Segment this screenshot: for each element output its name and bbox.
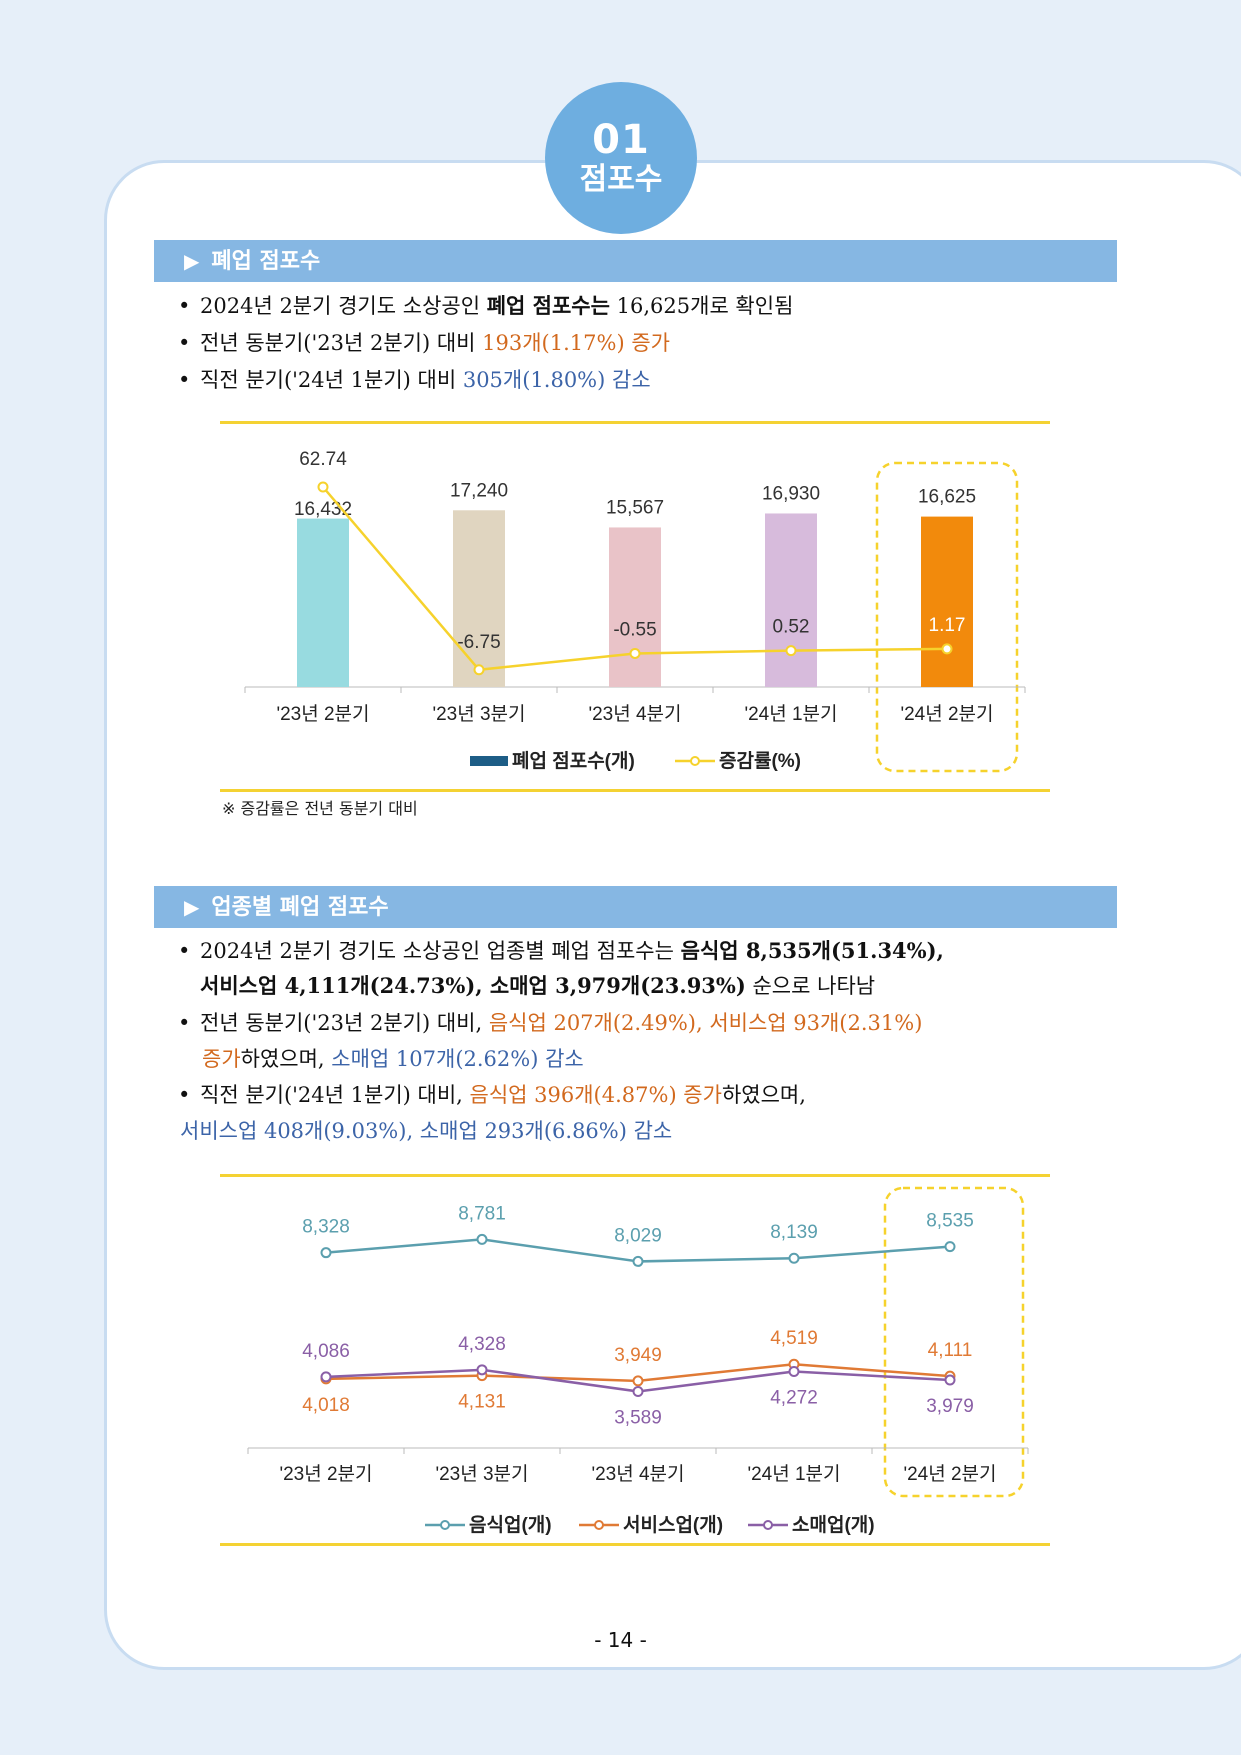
data-label: 8,781 <box>458 1203 506 1224</box>
legend-bar-swatch <box>470 756 508 766</box>
bar-value-label: 17,240 <box>450 480 508 501</box>
x-tick-label: '23년 2분기 <box>279 1463 372 1485</box>
highlight-box <box>875 461 1019 773</box>
section-badge: 01 점포수 <box>545 82 697 234</box>
legend-line-label: 증감률(%) <box>719 750 801 772</box>
bar-value-label: 16,625 <box>918 487 976 508</box>
badge-number: 01 <box>592 117 650 163</box>
bullet-item: • 2024년 2분기 경기도 소상공인 폐업 점포수는 16,625개로 확인됨 <box>178 293 794 318</box>
data-label: 4,111 <box>928 1340 973 1361</box>
legend-label: 음식업(개) <box>469 1514 552 1536</box>
data-label: 8,535 <box>926 1211 974 1232</box>
footnote: ※ 증감률은 전년 동분기 대비 <box>222 799 418 818</box>
bar <box>921 516 973 687</box>
page-number: - 14 - <box>594 1628 647 1652</box>
chart-top-rule <box>220 1174 1050 1177</box>
legend-line-marker <box>690 756 700 766</box>
section-header-closures: ▶ 폐업 점포수 <box>154 240 1117 282</box>
data-label: 3,949 <box>614 1345 662 1366</box>
chart-top-rule <box>220 421 1050 424</box>
legend-bar-label: 폐업 점포수(개) <box>512 750 635 772</box>
bullet-item-cont: 증가하였으며, 소매업 107개(2.62%) 감소 <box>202 1047 584 1071</box>
data-label: 4,131 <box>458 1392 506 1413</box>
rate-value-label: 0.52 <box>773 617 810 638</box>
bullet-item: • 전년 동분기('23년 2분기) 대비, 음식업 207개(2.49%), 서… <box>178 1011 923 1035</box>
x-tick-label: '23년 2분기 <box>276 703 369 725</box>
legend-label: 서비스업(개) <box>623 1514 723 1536</box>
data-label: 4,018 <box>302 1395 350 1416</box>
data-label: 8,328 <box>302 1217 350 1238</box>
rate-point <box>629 647 641 659</box>
x-tick-label: '23년 4분기 <box>588 703 681 725</box>
bar <box>609 527 661 687</box>
bar-value-label: 16,930 <box>762 483 820 504</box>
data-label: 4,272 <box>770 1387 818 1408</box>
bar <box>297 518 349 687</box>
triangle-icon: ▶ <box>184 249 200 273</box>
section-title: 폐업 점포수 <box>211 249 321 274</box>
x-tick-label: '24년 2분기 <box>900 703 993 725</box>
legend-marker <box>763 1520 773 1530</box>
bullet-item-cont: 서비스업 4,111개(24.73%), 소매업 3,979개(23.93%) … <box>200 973 876 998</box>
data-label: 8,139 <box>770 1222 818 1243</box>
legend-marker <box>440 1520 450 1530</box>
series-point <box>944 1374 956 1386</box>
triangle-icon: ▶ <box>184 895 200 919</box>
section-title: 업종별 폐업 점포수 <box>211 895 389 920</box>
rate-point <box>785 645 797 657</box>
highlight-box <box>883 1186 1025 1498</box>
bar <box>453 510 505 687</box>
bullet-item-cont: 서비스업 408개(9.03%), 소매업 293개(6.86%) 감소 <box>180 1119 673 1143</box>
data-label: 4,519 <box>770 1328 818 1349</box>
series-point <box>632 1375 644 1387</box>
data-label: 8,029 <box>614 1225 662 1246</box>
rate-value-label: -0.55 <box>613 619 656 640</box>
x-tick-label: '24년 2분기 <box>903 1463 996 1485</box>
rate-point <box>941 643 953 655</box>
series-point <box>476 1364 488 1376</box>
series-point <box>632 1385 644 1397</box>
bullet-item: • 전년 동분기('23년 2분기) 대비 193개(1.17%) 증가 <box>178 331 670 355</box>
bar-value-label: 15,567 <box>606 497 664 518</box>
x-tick-label: '24년 1분기 <box>744 703 837 725</box>
rate-point <box>317 481 329 493</box>
series-point <box>944 1241 956 1253</box>
rate-value-label: 62.74 <box>299 449 347 470</box>
legend-marker <box>594 1520 604 1530</box>
data-label: 4,086 <box>302 1341 350 1362</box>
industry-line-chart: 8,328 8,781 8,029 8,139 8,535 4,018 4,131 3,949… <box>247 1186 1029 1536</box>
rate-value-label: -6.75 <box>457 632 500 653</box>
series-point <box>788 1252 800 1264</box>
x-tick-label: '23년 4분기 <box>591 1463 684 1485</box>
section-header-by-industry: ▶ 업종별 폐업 점포수 <box>154 886 1117 928</box>
data-label: 4,328 <box>458 1334 506 1355</box>
x-tick-label: '23년 3분기 <box>435 1463 528 1485</box>
legend-label: 소매업(개) <box>792 1514 875 1536</box>
series-point <box>320 1371 332 1383</box>
data-label: 3,979 <box>926 1396 974 1417</box>
bullet-item: • 직전 분기('24년 1분기) 대비 305개(1.80%) 감소 <box>178 368 651 392</box>
chart-bottom-rule <box>220 789 1050 792</box>
bullet-item: • 직전 분기('24년 1분기) 대비, 음식업 396개(4.87%) 증가하… <box>178 1083 806 1107</box>
x-tick-label: '23년 3분기 <box>432 703 525 725</box>
badge-title: 점포수 <box>579 162 663 197</box>
series-point <box>632 1255 644 1267</box>
series-point <box>476 1233 488 1245</box>
bar <box>765 513 817 687</box>
rate-value-label: 1.17 <box>929 615 966 636</box>
chart-bottom-rule <box>220 1543 1050 1546</box>
rate-point <box>473 664 485 676</box>
data-label: 3,589 <box>614 1407 662 1428</box>
series-point <box>788 1365 800 1377</box>
bullet-item: • 2024년 2분기 경기도 소상공인 업종별 폐업 점포수는 음식업 8,53… <box>178 938 944 963</box>
x-tick-label: '24년 1분기 <box>747 1463 840 1485</box>
series-point <box>320 1247 332 1259</box>
